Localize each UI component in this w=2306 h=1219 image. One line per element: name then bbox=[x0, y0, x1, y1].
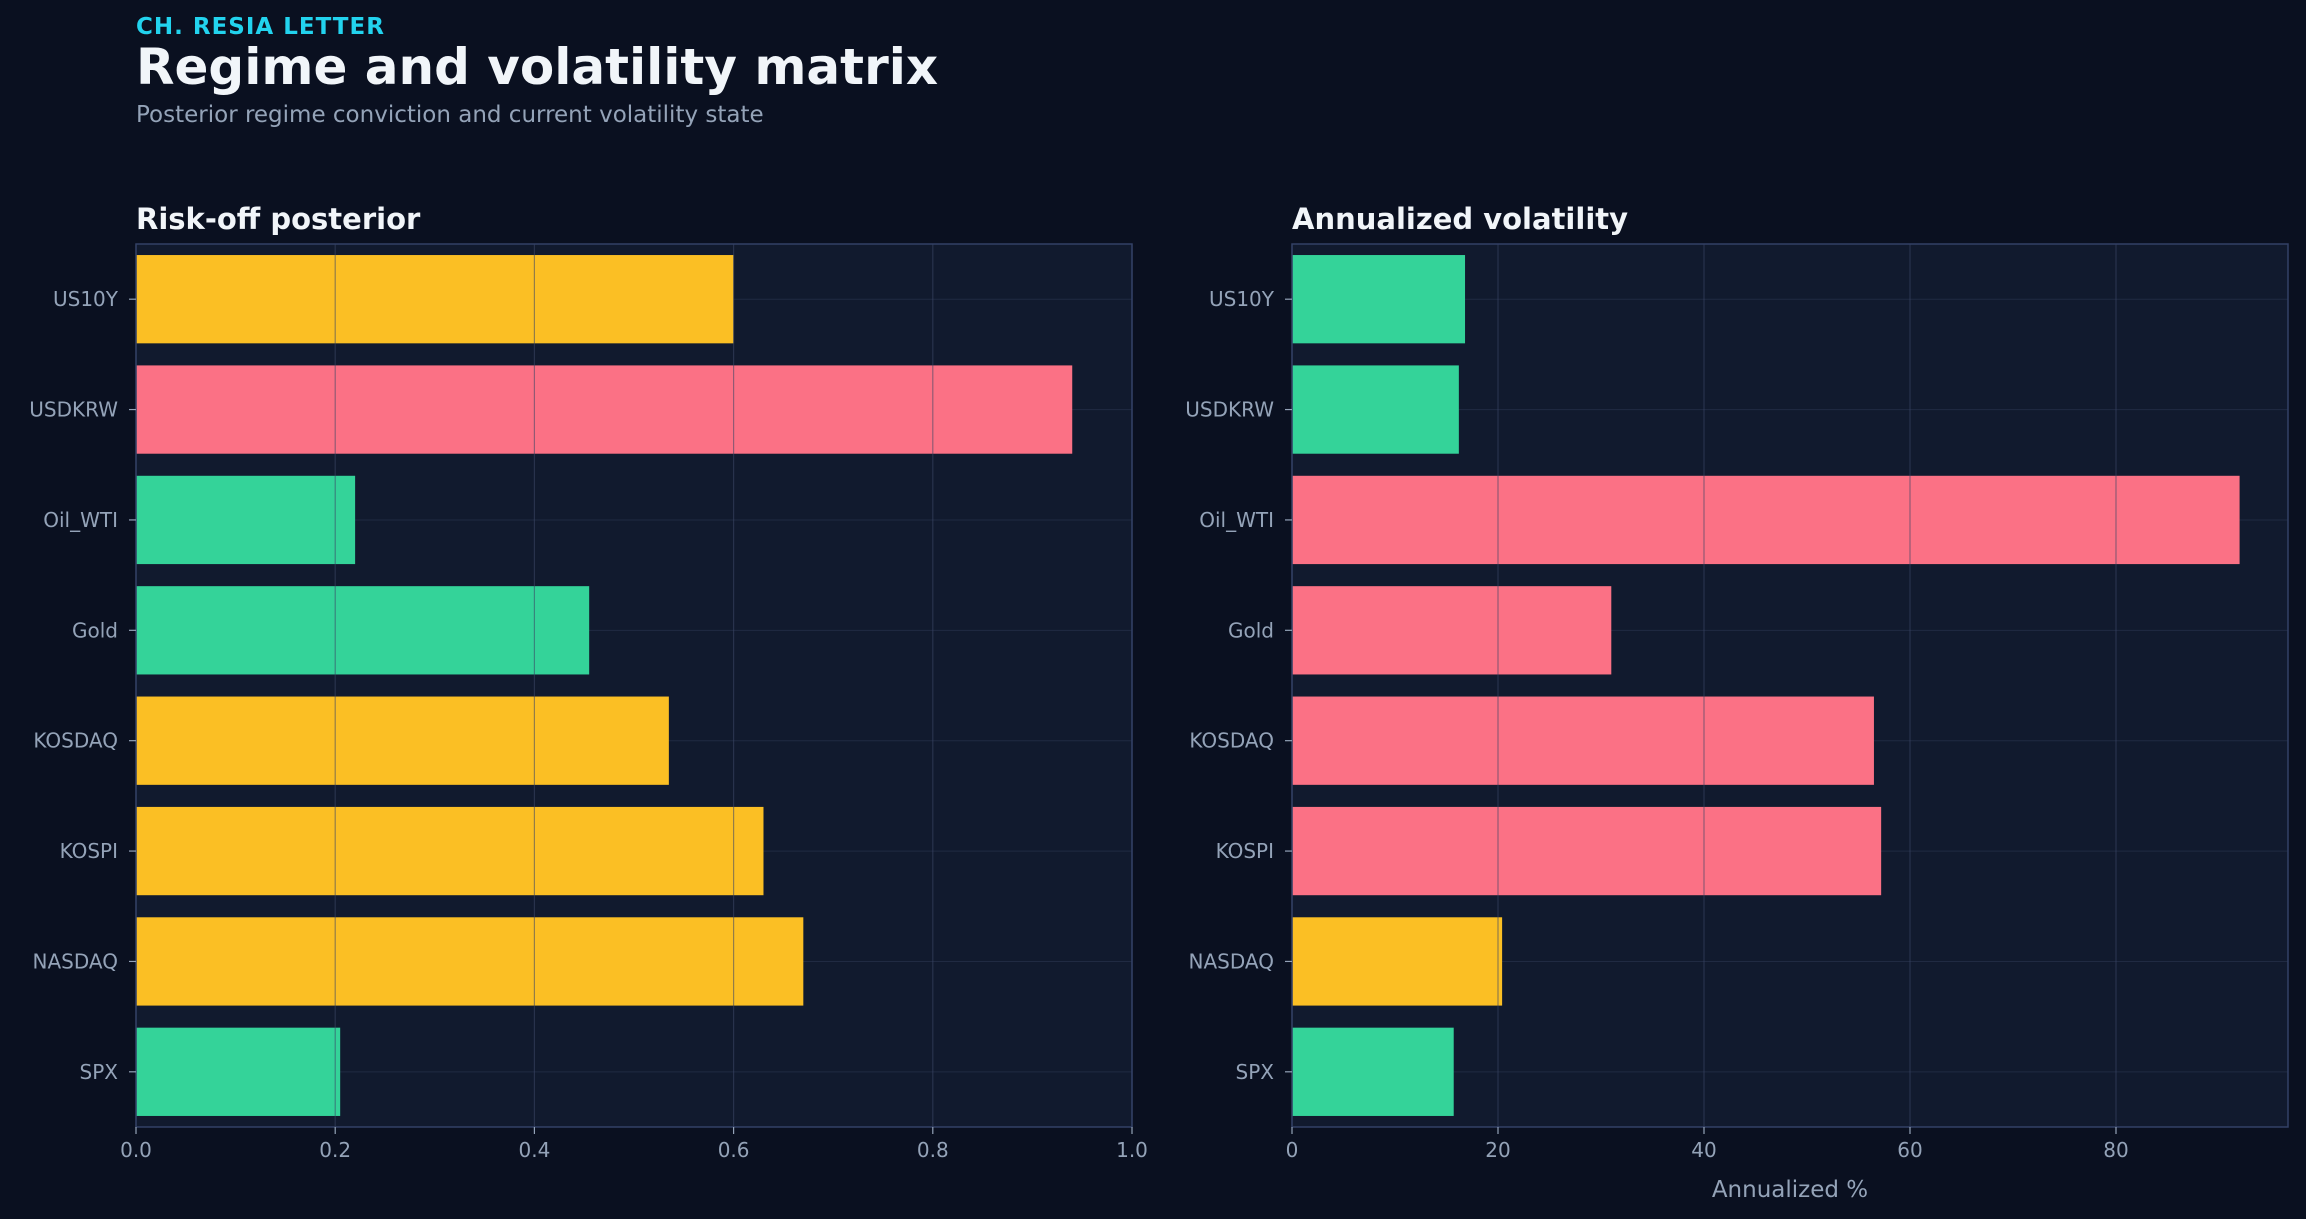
risk-off-category-label: KOSDAQ bbox=[33, 729, 118, 753]
volatility-xtick-label: 60 bbox=[1897, 1138, 1922, 1162]
risk-off-category-label: Gold bbox=[72, 618, 118, 642]
risk-off-category-label: Oil_WTI bbox=[43, 508, 118, 532]
volatility-bar-spx bbox=[1292, 1027, 1454, 1116]
volatility-category-label: KOSPI bbox=[1216, 839, 1274, 863]
risk-off-panel-title: Risk-off posterior bbox=[136, 202, 421, 236]
risk-off-category-label: NASDAQ bbox=[33, 949, 118, 973]
volatility-bar-usdkrw bbox=[1292, 365, 1459, 454]
risk-off-category-label: US10Y bbox=[53, 287, 119, 311]
volatility-bar-kospi bbox=[1292, 806, 1882, 896]
risk-off-xtick-label: 1.0 bbox=[1116, 1138, 1148, 1162]
volatility-panel-title: Annualized volatility bbox=[1292, 202, 1629, 236]
volatility-category-label: Gold bbox=[1228, 618, 1274, 642]
risk-off-plot-frame bbox=[135, 243, 1133, 1128]
risk-off-bar-kosdaq bbox=[136, 696, 669, 785]
volatility-bar-us10y bbox=[1292, 255, 1466, 344]
risk-off-xtick-label: 0.2 bbox=[319, 1138, 351, 1162]
volatility-plot-frame bbox=[1291, 243, 2289, 1128]
risk-off-bar-kospi bbox=[136, 806, 764, 896]
volatility-category-label: SPX bbox=[1236, 1060, 1275, 1084]
volatility-category-label: US10Y bbox=[1209, 287, 1275, 311]
volatility-x-axis-label: Annualized % bbox=[1712, 1177, 1868, 1203]
risk-off-category-label: USDKRW bbox=[29, 398, 118, 422]
page-subtitle: Posterior regime conviction and current … bbox=[136, 102, 764, 128]
page-title: Regime and volatility matrix bbox=[136, 38, 939, 96]
volatility-bar-gold bbox=[1292, 586, 1612, 675]
report-kicker: CH. RESIA LETTER bbox=[136, 14, 385, 40]
risk-off-category-label: KOSPI bbox=[60, 839, 118, 863]
volatility-bar-kosdaq bbox=[1292, 696, 1874, 785]
volatility-category-label: KOSDAQ bbox=[1189, 729, 1274, 753]
volatility-xtick-label: 0 bbox=[1286, 1138, 1299, 1162]
risk-off-category-label: SPX bbox=[80, 1060, 119, 1084]
volatility-category-label: Oil_WTI bbox=[1199, 508, 1274, 532]
risk-off-xtick-label: 0.0 bbox=[120, 1138, 152, 1162]
volatility-xtick-label: 20 bbox=[1485, 1138, 1510, 1162]
risk-off-bar-usdkrw bbox=[136, 365, 1073, 454]
volatility-bar-nasdaq bbox=[1292, 917, 1503, 1006]
volatility-xtick-label: 80 bbox=[2103, 1138, 2128, 1162]
volatility-category-label: USDKRW bbox=[1185, 398, 1274, 422]
risk-off-xtick-label: 0.8 bbox=[917, 1138, 949, 1162]
risk-off-bar-us10y bbox=[136, 255, 734, 344]
volatility-bar-oil-wti bbox=[1292, 475, 2240, 565]
risk-off-bar-spx bbox=[136, 1027, 341, 1116]
risk-off-xtick-label: 0.4 bbox=[518, 1138, 550, 1162]
risk-off-bar-gold bbox=[136, 586, 590, 675]
risk-off-xtick-label: 0.6 bbox=[718, 1138, 750, 1162]
risk-off-bar-oil-wti bbox=[136, 475, 356, 565]
volatility-category-label: NASDAQ bbox=[1189, 949, 1274, 973]
volatility-xtick-label: 40 bbox=[1691, 1138, 1716, 1162]
risk-off-bar-nasdaq bbox=[136, 917, 804, 1006]
